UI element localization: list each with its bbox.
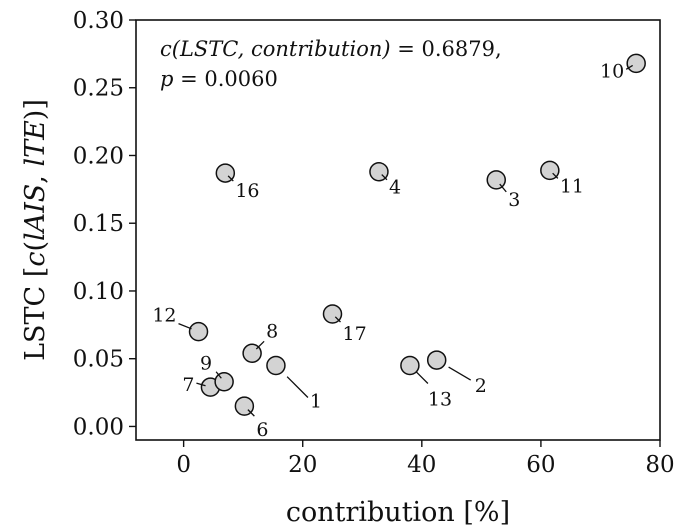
plot-frame — [135, 19, 661, 441]
point-leader-line — [552, 172, 559, 179]
point-leader-line — [415, 371, 429, 384]
data-point-12 — [188, 321, 209, 342]
point-label: 3 — [508, 189, 520, 211]
point-leader-line — [178, 323, 192, 330]
point-leader-line — [215, 371, 222, 379]
data-point-2 — [426, 350, 447, 370]
point-leader-line — [286, 376, 309, 398]
point-label: 4 — [389, 177, 401, 199]
point-leader-line — [196, 382, 206, 387]
x-tick-label: 0 — [176, 452, 191, 478]
y-tick-label: 0.10 — [73, 279, 124, 305]
y-tick-label: 0.15 — [73, 211, 124, 237]
data-point-10 — [626, 53, 646, 74]
x-tick-label: 80 — [645, 452, 674, 478]
point-label: 2 — [475, 375, 487, 397]
y-tick-label: 0.30 — [73, 8, 124, 34]
annotation-line-2: p = 0.0060 — [160, 67, 278, 91]
point-leader-line — [247, 409, 255, 417]
y-tick-label: 0.20 — [73, 143, 124, 169]
point-label: 8 — [266, 320, 278, 342]
point-leader-line — [334, 316, 341, 323]
data-point-3 — [486, 170, 506, 190]
point-leader-line — [255, 340, 265, 350]
y-tick-label: 0.05 — [73, 347, 124, 373]
axis-ticks: 0 20 40 60 80 0.00 0.05 0.10 0.15 0.20 0.25 0.30 — [73, 8, 675, 478]
y-tick-label: 0.00 — [73, 414, 124, 440]
data-point-13 — [400, 355, 420, 376]
point-label: 10 — [600, 60, 624, 82]
point-leader-line — [381, 174, 388, 181]
x-tick-label: 40 — [407, 452, 436, 478]
annotation-line-1: c(LSTC, contribution) = 0.6879, — [160, 37, 502, 61]
point-leader-line — [448, 366, 472, 381]
point-leader-line — [625, 64, 634, 70]
data-points — [188, 53, 646, 416]
y-axis-label: LSTC [c(lAIS, lTE)] — [20, 99, 51, 361]
point-leader-line — [227, 175, 234, 182]
point-label: 6 — [256, 419, 268, 441]
point-label: 17 — [343, 323, 367, 345]
point-label: 12 — [152, 305, 176, 327]
x-tick-label: 20 — [288, 452, 317, 478]
y-tick-label: 0.25 — [73, 76, 124, 102]
point-label: 11 — [560, 175, 584, 197]
point-leader-line — [499, 183, 507, 193]
point-label: 13 — [428, 388, 452, 410]
point-label: 7 — [182, 374, 194, 396]
point-label: 1 — [310, 390, 322, 412]
x-tick-label: 60 — [526, 452, 555, 478]
x-axis-label: contribution [%] — [286, 497, 510, 528]
data-point-9 — [214, 371, 234, 392]
point-label: 16 — [235, 180, 259, 202]
point-label: 9 — [200, 353, 212, 375]
data-point-1 — [266, 355, 286, 376]
